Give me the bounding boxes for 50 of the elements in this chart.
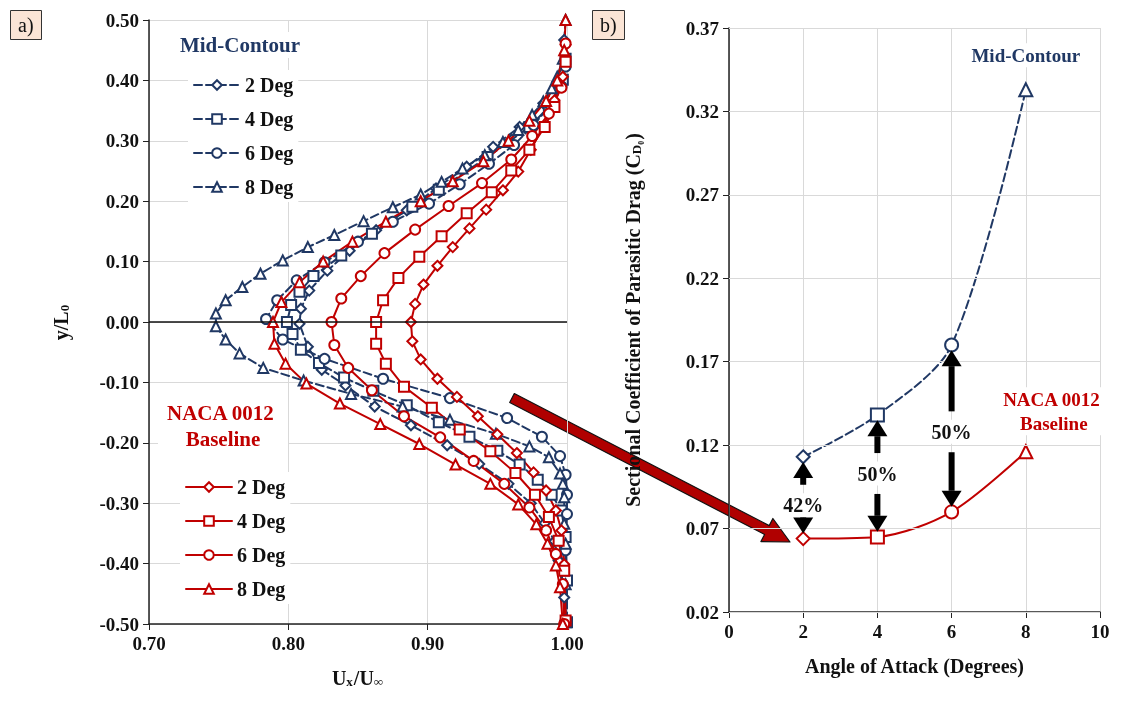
chart-title: a) bbox=[18, 14, 34, 37]
legend-label: 8 Deg bbox=[237, 578, 286, 601]
x-tick-label: 0.80 bbox=[271, 633, 305, 654]
x-tick-label: 0.70 bbox=[132, 633, 166, 654]
y-tick-label: -0.40 bbox=[99, 553, 139, 575]
y-tick-label: 0.30 bbox=[105, 130, 139, 152]
x-axis-title: Ux/U∞ bbox=[331, 667, 384, 689]
x-axis-title: Angle of Attack (Degrees) bbox=[804, 655, 1025, 678]
x-tick-label: 0 bbox=[724, 621, 734, 642]
legend-label: 4 Deg bbox=[237, 510, 286, 533]
y-tick-label: 0.07 bbox=[685, 518, 720, 540]
y-tick-label: 0.40 bbox=[105, 69, 139, 91]
legend-label: 2 Deg bbox=[245, 74, 294, 97]
y-tick-label: 0.02 bbox=[685, 601, 719, 623]
legend-label: 8 Deg bbox=[245, 176, 294, 199]
legend-label: 6 Deg bbox=[245, 142, 294, 165]
y-tick-label: 0.00 bbox=[105, 311, 139, 333]
annotation: NACA 0012 Baseline bbox=[166, 401, 280, 451]
x-tick-label: 4 bbox=[872, 621, 883, 642]
y-tick-label: 0.32 bbox=[685, 100, 719, 122]
x-tick-label: 10 bbox=[1090, 621, 1110, 642]
x-tick-label: 0.90 bbox=[411, 633, 445, 654]
legend-label: 2 Deg bbox=[237, 476, 286, 499]
series-label: NACA 0012 Baseline bbox=[1003, 388, 1105, 434]
y-tick-label: 0.50 bbox=[105, 9, 139, 31]
x-tick-label: 2 bbox=[798, 621, 808, 642]
x-tick-label: 8 bbox=[1021, 621, 1031, 642]
y-tick-label: 0.12 bbox=[685, 434, 719, 456]
y-tick-label: -0.50 bbox=[99, 613, 139, 635]
series-label: Mid-Contour bbox=[971, 44, 1081, 66]
y-tick-label: 0.17 bbox=[685, 351, 720, 373]
legend-label: 4 Deg bbox=[245, 108, 294, 131]
y-tick-label: 0.20 bbox=[105, 190, 139, 212]
legend-label: 6 Deg bbox=[237, 544, 286, 567]
y-axis-title: y/L0 bbox=[50, 304, 73, 341]
x-tick-label: 6 bbox=[946, 621, 957, 642]
annotation: 42% bbox=[783, 494, 824, 517]
y-tick-label: 0.22 bbox=[685, 267, 719, 289]
y-tick-label: 0.37 bbox=[685, 17, 720, 39]
y-tick-label: -0.30 bbox=[99, 492, 139, 514]
annotation: Mid-Contour bbox=[179, 33, 301, 57]
x-tick-label: 1.00 bbox=[550, 633, 584, 654]
annotation: 50% bbox=[857, 462, 898, 485]
annotation: 50% bbox=[931, 420, 972, 443]
y-tick-label: -0.10 bbox=[99, 371, 139, 393]
y-tick-label: -0.20 bbox=[99, 432, 139, 454]
y-axis-title: Sectional Coefficient of Parasitic Drag (CD₀) bbox=[622, 133, 645, 507]
y-tick-label: 0.10 bbox=[105, 251, 139, 273]
chart-title: b) bbox=[600, 14, 617, 37]
y-tick-label: 0.27 bbox=[685, 184, 720, 206]
